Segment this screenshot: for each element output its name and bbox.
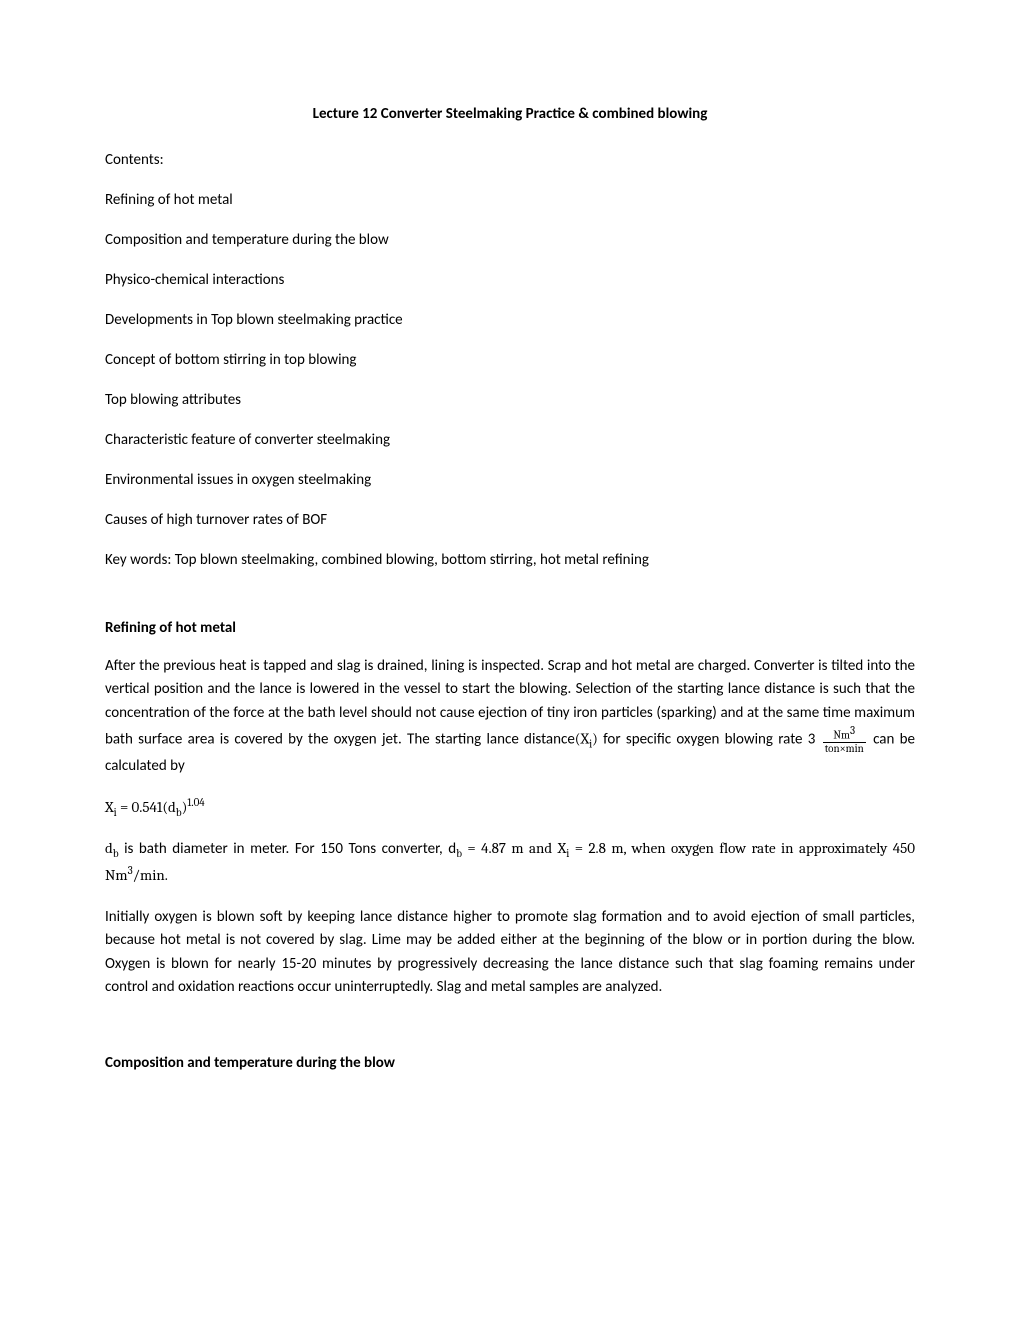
math-symbol: (X [575,729,589,747]
fraction-denominator: ton×min [823,743,866,755]
para-text: = 4.87 m and X [462,839,566,857]
content-item: Developments in Top blown steelmaking pr… [105,311,915,329]
content-item: Refining of hot metal [105,191,915,209]
content-item: Concept of bottom stirring in top blowin… [105,351,915,369]
paragraph: Initially oxygen is blown soft by keepin… [105,906,915,999]
para-text: /min. [133,866,168,884]
content-item: Environmental issues in oxygen steelmaki… [105,471,915,489]
contents-label: Contents: [105,151,915,169]
content-item: Physico-chemical interactions [105,271,915,289]
fraction: Nm3ton×min [823,725,866,755]
content-item: Top blowing attributes [105,391,915,409]
keywords: Key words: Top blown steelmaking, combin… [105,551,915,569]
paragraph: After the previous heat is tapped and sl… [105,655,915,778]
superscript: 1.04 [187,796,204,809]
math-symbol: d [105,839,113,857]
formula: Xi = 0.541(db)1.04 [105,796,915,819]
content-item: Causes of high turnover rates of BOF [105,511,915,529]
section-heading-refining: Refining of hot metal [105,619,915,637]
section-heading-composition: Composition and temperature during the b… [105,1054,915,1072]
lecture-title: Lecture 12 Converter Steelmaking Practic… [105,105,915,123]
formula-var: X [105,798,114,816]
content-item: Composition and temperature during the b… [105,231,915,249]
formula-text: = 0.541(d [117,798,176,816]
para-text: for specific oxygen blowing rate 3 [598,730,821,748]
para-text: is bath diameter in meter. For 150 Tons … [119,840,457,858]
paragraph: db is bath diameter in meter. For 150 To… [105,837,915,888]
fraction-numerator: Nm3 [823,725,866,743]
content-item: Characteristic feature of converter stee… [105,431,915,449]
